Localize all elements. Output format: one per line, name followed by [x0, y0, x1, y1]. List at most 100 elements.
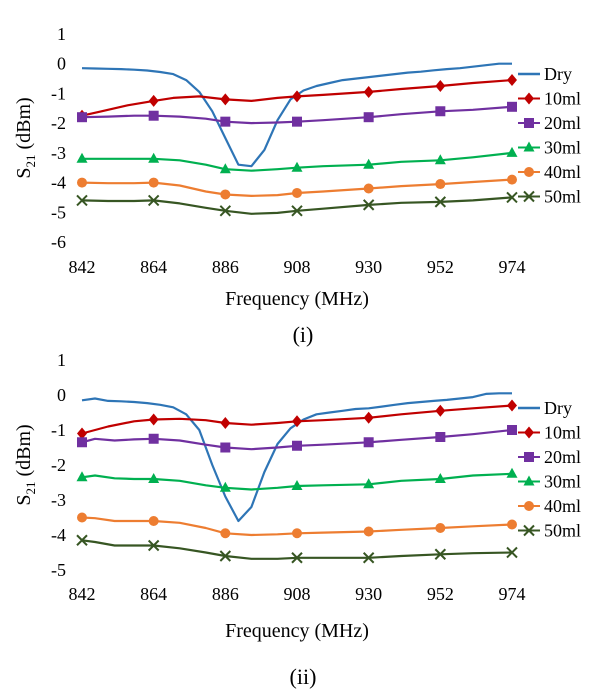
series-4-point-0: [77, 177, 87, 188]
series-2-point-6: [507, 425, 517, 435]
series-3-point-0: [76, 471, 88, 482]
x-tick-label: 886: [212, 257, 239, 277]
series-3-point-4: [363, 478, 375, 489]
y-tick-label: -3: [51, 490, 66, 510]
y-tick-label: 1: [57, 350, 66, 370]
series-5-point-0: [76, 534, 88, 546]
series-3-point-4: [363, 158, 375, 169]
series-2-point-legend: [524, 452, 534, 462]
series-3-point-legend: [523, 141, 535, 152]
series-5-point-4: [362, 552, 375, 564]
series-2-point-5: [435, 432, 446, 442]
series-1-point-0: [77, 427, 87, 440]
x-tick-label: 952: [427, 584, 454, 604]
series-5-point-3: [291, 205, 303, 217]
series-1-point-6: [507, 74, 517, 87]
series-5-point-2: [219, 550, 232, 562]
series-5-point-5: [434, 548, 447, 560]
series-50ml: [76, 534, 518, 564]
chart-panel-i: 1 0 -1 -2 -3 -4 -5 -6 842 864 886 908 930 952 974 Frequ…: [0, 0, 606, 322]
series-4-point-4: [363, 183, 374, 194]
series-line-20ml: [81, 428, 513, 451]
series-5-point-legend: [523, 190, 535, 203]
series-line-20ml: [81, 105, 513, 125]
series-2-point-5: [435, 106, 446, 117]
caption-ii: (ii): [289, 664, 317, 689]
y-tick-label: -1: [51, 83, 66, 103]
series-5-point-1: [147, 539, 160, 552]
legend-item-20ml: 20ml: [518, 447, 581, 467]
legend-label: 20ml: [544, 447, 581, 467]
series-3-point-6: [506, 146, 518, 157]
series-3-point-2: [219, 163, 231, 174]
legend-item-20ml: 20ml: [518, 113, 581, 133]
y-tick-label: 1: [57, 24, 66, 44]
series-50ml: [76, 191, 518, 217]
series-20ml: [77, 101, 517, 127]
series-2-point-1: [148, 110, 159, 121]
legend-item-Dry: Dry: [518, 398, 572, 418]
series-line-50ml: [81, 539, 513, 560]
series-4-point-4: [363, 526, 374, 537]
series-line-40ml: [81, 178, 513, 197]
x-tick-label: 974: [499, 584, 526, 604]
series-1-point-legend: [524, 92, 534, 105]
y-tick-label: -6: [51, 232, 66, 252]
legend-item-40ml: 40ml: [518, 162, 581, 182]
series-4-point-6: [507, 174, 517, 185]
series-4-point-3: [292, 528, 302, 539]
x-tick-label: 842: [69, 584, 96, 604]
series-5-point-3: [291, 552, 303, 564]
series-3-point-5: [434, 473, 446, 483]
x-tick-label: 952: [427, 257, 454, 277]
series-1-point-4: [363, 85, 374, 98]
series-4-point-5: [435, 523, 446, 533]
y-tick-label: -1: [51, 420, 66, 440]
series-1-point-2: [220, 417, 231, 429]
y-tick-label: -3: [51, 143, 66, 163]
legend-item-10ml: 10ml: [518, 423, 581, 443]
series-3-point-6: [506, 467, 518, 478]
series-1-point-4: [363, 411, 374, 424]
y-tick-label: 0: [57, 54, 66, 74]
series-1-point-5: [435, 404, 446, 417]
series-4-point-5: [435, 179, 446, 190]
legend-label: 30ml: [544, 138, 581, 158]
chart-panel-ii: 1 0 -1 -2 -3 -4 -5 842 864 886 908 930 952 974 Frequen…: [0, 346, 606, 666]
series-4-point-2: [220, 189, 231, 200]
series-5-point-5: [434, 196, 447, 208]
series-5-point-1: [147, 194, 160, 207]
series-30ml: [76, 467, 518, 492]
series-30ml: [76, 146, 518, 174]
series-1-point-1: [148, 94, 159, 107]
series-1-point-2: [220, 93, 231, 106]
series-4-point-2: [220, 528, 231, 539]
y-tick-label: 0: [57, 385, 66, 405]
legend-label: 30ml: [544, 472, 581, 492]
series-3-point-1: [148, 473, 160, 483]
legend-label: 40ml: [544, 496, 581, 516]
y-tick-label: -5: [51, 560, 66, 580]
series-5-point-6: [506, 546, 518, 559]
series-3-point-2: [219, 481, 231, 492]
legend-label: 50ml: [544, 187, 581, 207]
series-4-point-1: [148, 516, 159, 526]
series-2-point-2: [220, 442, 231, 453]
series-3-point-5: [434, 154, 446, 165]
series-20ml: [77, 425, 517, 453]
series-1-point-1: [148, 413, 159, 426]
series-1-point-6: [507, 399, 517, 412]
series-5-point-2: [219, 205, 232, 217]
x-tick-label: 908: [284, 584, 311, 604]
series-1-point-5: [435, 80, 446, 92]
series-10ml: [77, 399, 517, 440]
y-tick-label: -2: [51, 113, 66, 133]
series-4-point-3: [292, 187, 302, 198]
y-tick-label: -4: [51, 173, 66, 193]
series-1-point-3: [292, 415, 302, 428]
x-tick-label: 864: [140, 257, 167, 277]
x-axis-label: Frequency (MHz): [225, 620, 369, 642]
y-tick-label: -2: [51, 455, 66, 475]
series-line-40ml: [81, 516, 513, 537]
